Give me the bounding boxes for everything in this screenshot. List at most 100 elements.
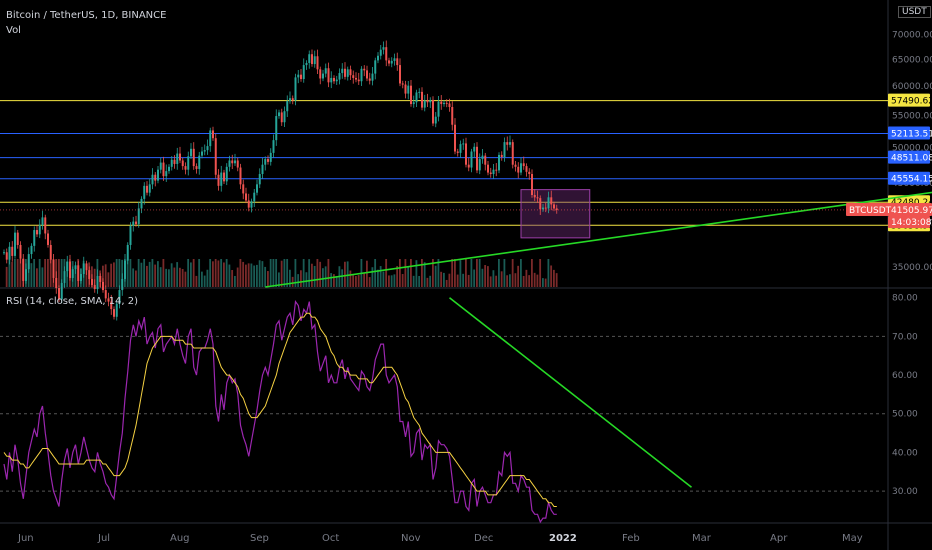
candle-body bbox=[36, 230, 38, 235]
candle-body bbox=[129, 225, 132, 245]
volume-bar bbox=[162, 259, 165, 287]
candle-body bbox=[236, 160, 239, 168]
candle-body bbox=[220, 172, 223, 186]
volume-bar bbox=[410, 259, 412, 287]
volume-bar bbox=[393, 274, 396, 287]
candle-body bbox=[280, 112, 283, 123]
volume-bar bbox=[355, 276, 357, 287]
volume-bar bbox=[261, 261, 264, 287]
candle-body bbox=[69, 261, 71, 278]
volume-bar bbox=[214, 259, 217, 287]
candle-body bbox=[96, 275, 99, 290]
volume-bar bbox=[401, 274, 404, 287]
price-level-label: 45554.15 bbox=[891, 175, 932, 185]
symbol-title: Bitcoin / TetherUS, 1D, BINANCE bbox=[6, 10, 167, 21]
volume-bar bbox=[388, 275, 390, 287]
candle-body bbox=[272, 140, 275, 153]
candle-body bbox=[401, 83, 404, 85]
candle-body bbox=[311, 54, 313, 65]
price-level-badge bbox=[888, 126, 930, 140]
candle-body bbox=[228, 160, 231, 167]
candle-body bbox=[553, 204, 555, 209]
price-level-badge bbox=[888, 171, 930, 185]
candle-body bbox=[344, 68, 346, 77]
candle-body bbox=[377, 55, 379, 61]
candle-body bbox=[434, 116, 437, 124]
candle-body bbox=[283, 111, 286, 123]
candle-body bbox=[245, 193, 247, 201]
price-tick-label: 60000.00 bbox=[892, 82, 932, 92]
time-tick-label: Feb bbox=[622, 533, 640, 544]
candle-body bbox=[264, 159, 267, 165]
volume-bar bbox=[49, 259, 52, 287]
volume-bar bbox=[165, 268, 168, 287]
candle-body bbox=[41, 217, 44, 225]
candle-body bbox=[484, 155, 487, 165]
volume-bar bbox=[429, 275, 432, 287]
price-tick-label: 65000.00 bbox=[892, 55, 932, 65]
candle-body bbox=[38, 224, 41, 235]
volume-bar bbox=[404, 259, 407, 287]
candle-body bbox=[253, 192, 256, 202]
candle-body bbox=[536, 197, 539, 199]
volume-bar bbox=[555, 273, 558, 287]
volume-bar bbox=[511, 259, 514, 287]
candle-body bbox=[275, 116, 278, 141]
time-tick-label: Sep bbox=[250, 533, 269, 544]
volume-bar bbox=[305, 272, 308, 287]
candle-body bbox=[528, 171, 531, 175]
volume-bar bbox=[129, 259, 132, 287]
candle-body bbox=[445, 102, 448, 104]
volume-bar bbox=[319, 261, 322, 287]
volume-bar bbox=[19, 259, 22, 287]
volume-bar bbox=[118, 259, 121, 287]
candle-body bbox=[322, 73, 324, 79]
volume-bar bbox=[514, 273, 517, 287]
candle-body bbox=[154, 174, 157, 181]
candle-body bbox=[382, 47, 385, 50]
volume-label: Vol bbox=[6, 25, 21, 36]
volume-bar bbox=[520, 259, 522, 287]
candle-body bbox=[547, 197, 550, 209]
volume-bar bbox=[415, 260, 418, 287]
volume-bar bbox=[170, 263, 173, 287]
volume-bar bbox=[201, 271, 203, 287]
candle-body bbox=[470, 151, 473, 168]
candle-body bbox=[421, 91, 423, 108]
volume-bar bbox=[528, 275, 531, 287]
volume-bar bbox=[412, 275, 415, 287]
candle-body bbox=[206, 146, 209, 151]
candle-body bbox=[366, 70, 368, 79]
volume-bar bbox=[280, 260, 283, 287]
candle-body bbox=[531, 174, 533, 195]
volume-bar bbox=[264, 266, 267, 287]
candle-body bbox=[379, 49, 382, 56]
candle-body bbox=[190, 148, 192, 157]
candle-body bbox=[330, 77, 333, 83]
volume-bar bbox=[484, 265, 487, 287]
candle-body bbox=[489, 172, 492, 175]
volume-bar bbox=[533, 272, 536, 287]
candle-body bbox=[456, 151, 459, 153]
candle-body bbox=[157, 169, 159, 181]
candle-body bbox=[498, 154, 500, 171]
rsi-tick-label: 30.00 bbox=[892, 487, 918, 497]
volume-bar bbox=[324, 266, 327, 287]
time-tick-label: 2022 bbox=[549, 533, 577, 544]
candle-body bbox=[522, 163, 525, 167]
candle-body bbox=[88, 270, 91, 279]
candle-body bbox=[82, 263, 85, 275]
candle-body bbox=[151, 174, 154, 185]
volume-bar bbox=[239, 259, 242, 287]
volume-bar bbox=[272, 259, 275, 287]
candle-body bbox=[520, 163, 522, 173]
candle-body bbox=[286, 101, 289, 112]
currency-badge[interactable]: USDT bbox=[898, 6, 931, 18]
candle-body bbox=[58, 288, 60, 300]
volume-bar bbox=[203, 275, 206, 287]
volume-bar bbox=[550, 265, 553, 287]
time-tick-label: Mar bbox=[692, 533, 712, 544]
candle-body bbox=[8, 246, 11, 260]
time-tick-label: Oct bbox=[322, 533, 339, 544]
